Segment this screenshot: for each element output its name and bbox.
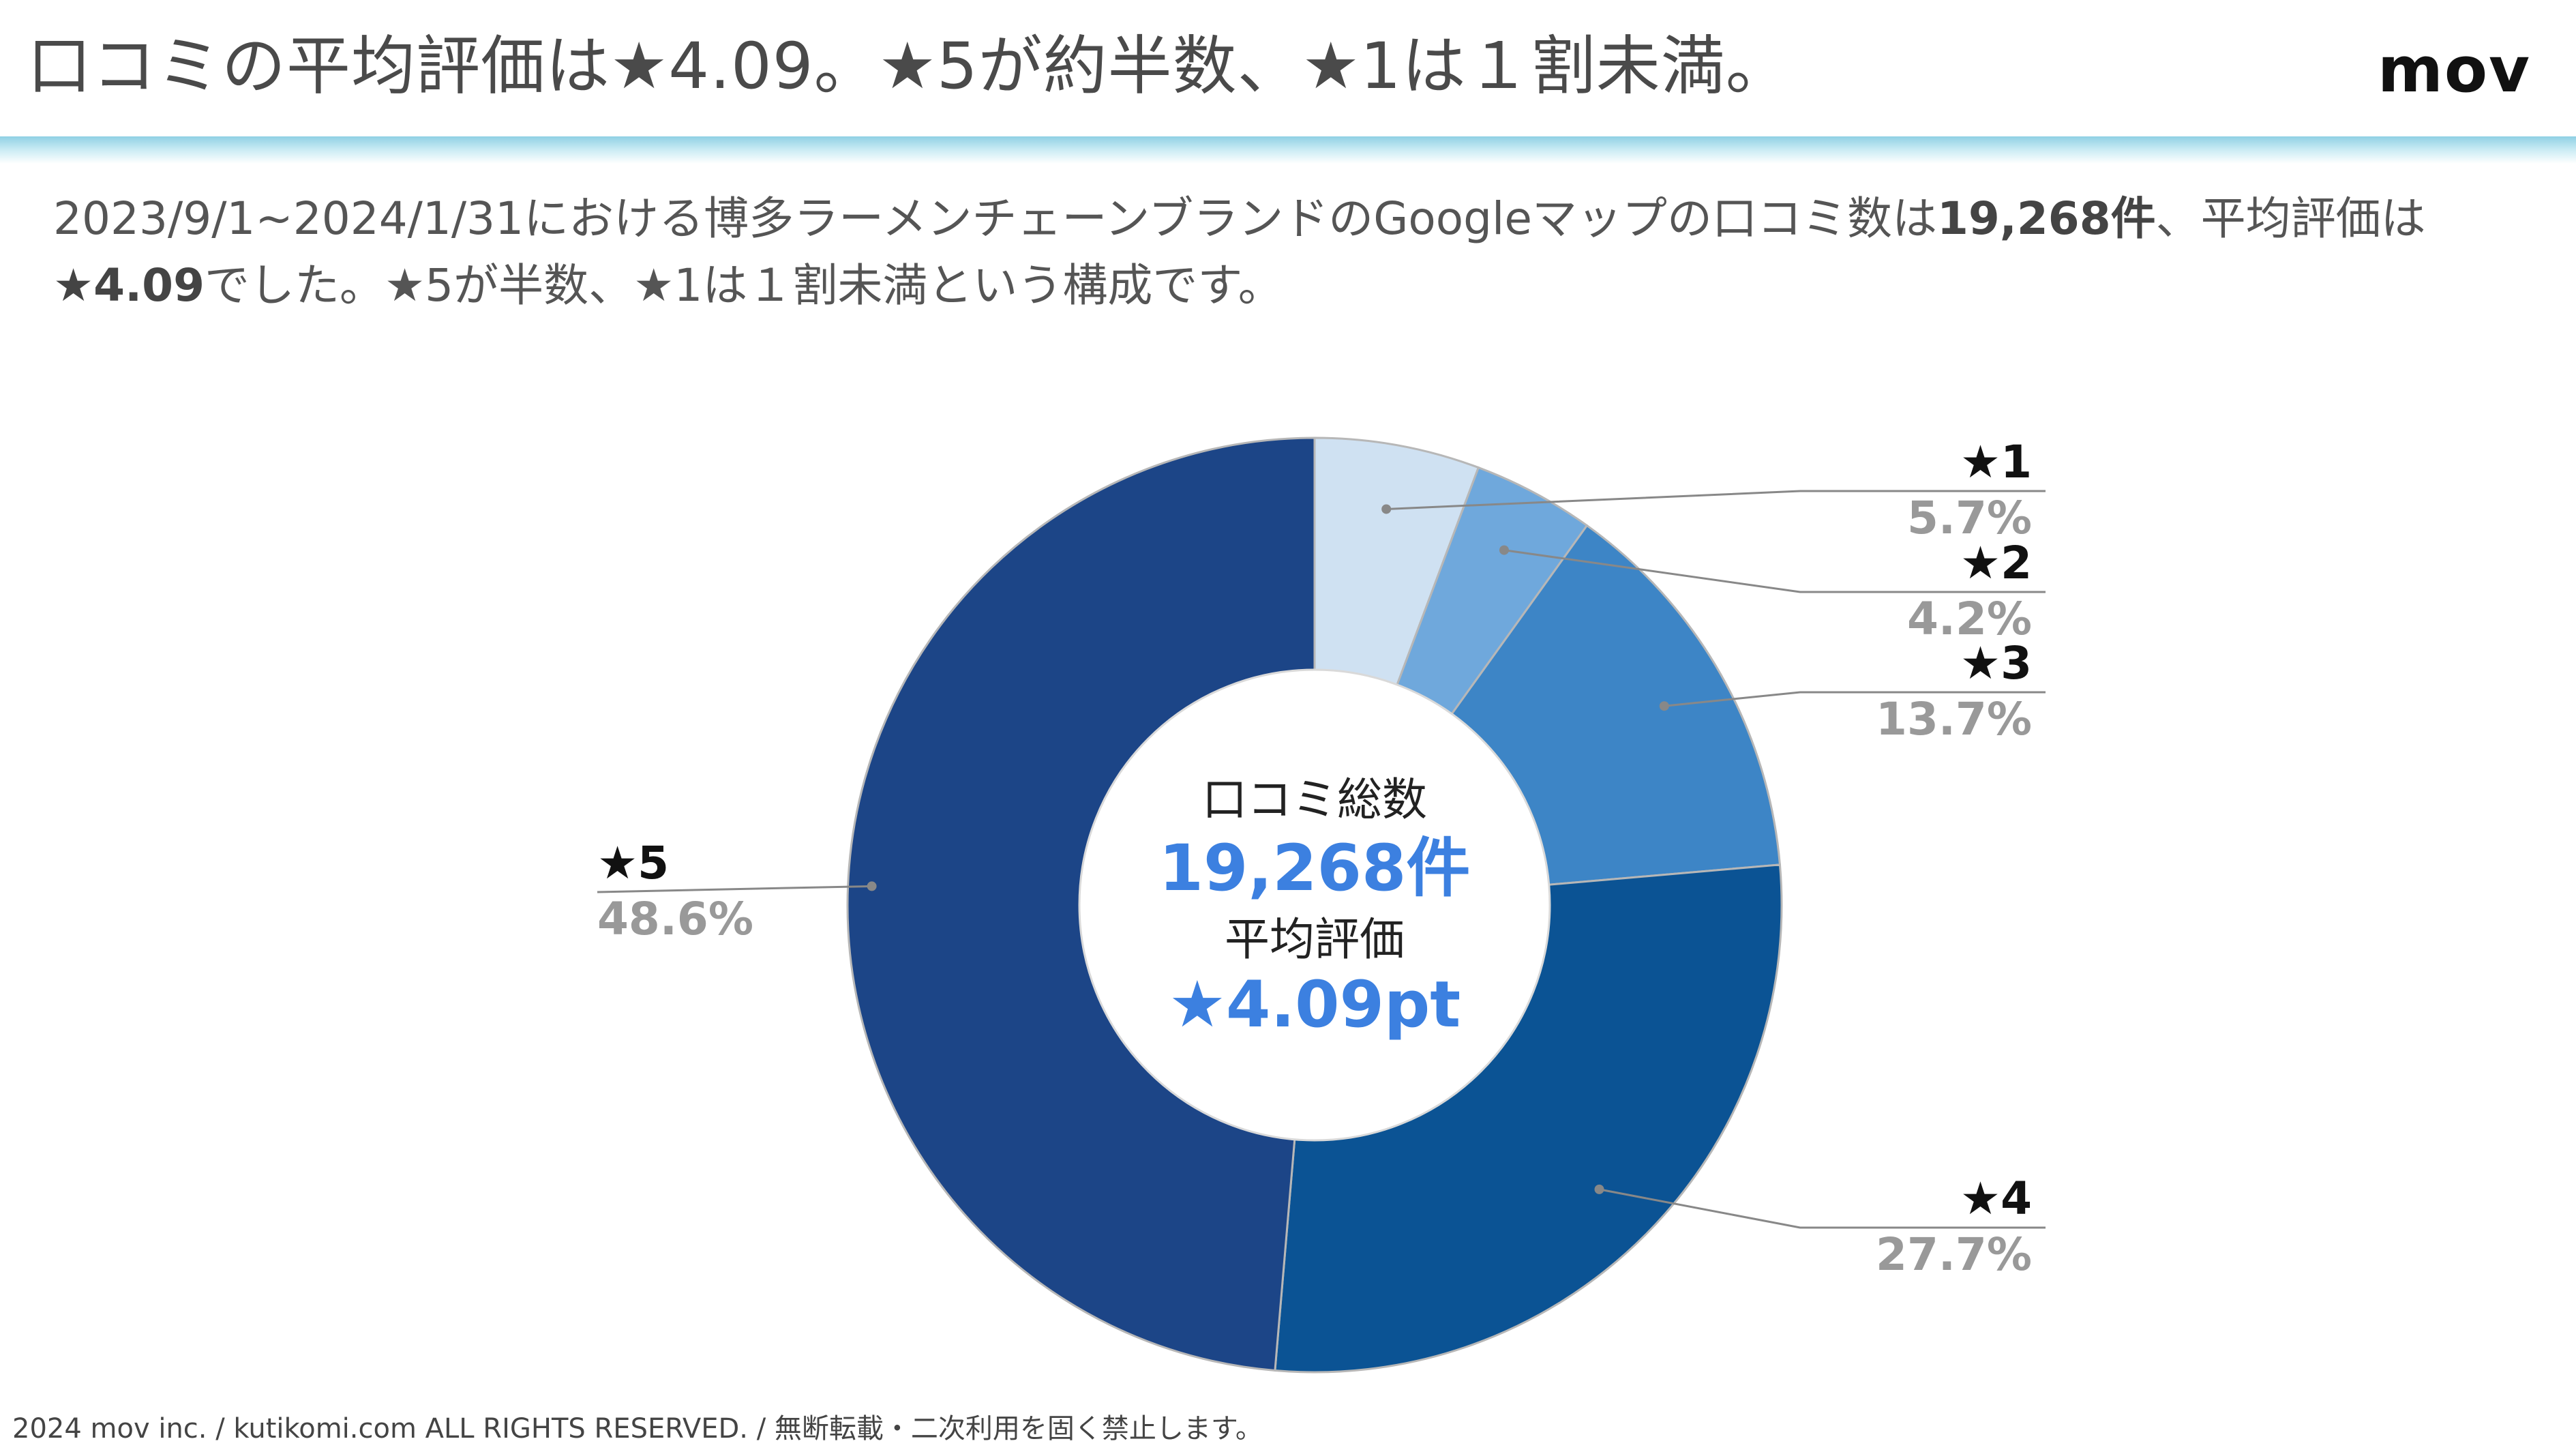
leader-line-2	[1503, 549, 2046, 593]
slice-label-2: ★2	[1960, 537, 2032, 589]
rating-highlight: ★4.09	[53, 259, 205, 312]
description-part2: 、平均評価は	[2155, 192, 2426, 245]
slice-value-4: 27.7%	[1876, 1228, 2032, 1281]
slice-value-2: 4.2%	[1907, 593, 2032, 645]
leader-line-5	[597, 885, 872, 893]
center-total-label: 口コミ総数	[1202, 773, 1427, 826]
description: 2023/9/1~2024/1/31における博多ラーメンチェーンブランドのGoo…	[53, 186, 2535, 319]
review-count-highlight: 19,268件	[1936, 192, 2156, 245]
description-part1: 2023/9/1~2024/1/31における博多ラーメンチェーンブランドのGoo…	[53, 192, 1937, 245]
slice-labels: ★15.7%★24.2%★313.7% ★427.7% ★548.6%	[597, 436, 2032, 1281]
page-title: 口コミの平均評価は★4.09。★5が約半数、★1は１割未満。	[27, 29, 1791, 104]
center-total-value: 19,268件	[1159, 831, 1471, 906]
slice-value-5: 48.6%	[597, 893, 753, 945]
center-rating-label: 平均評価	[1225, 913, 1405, 966]
slice-value-3: 13.7%	[1876, 693, 2032, 745]
leader-lines	[597, 490, 2046, 1229]
slice-label-4: ★4	[1960, 1172, 2032, 1225]
leader-line-1	[1386, 490, 2046, 510]
slice-label-1: ★1	[1960, 436, 2032, 488]
donut-hole	[1078, 668, 1551, 1142]
leader-line-4	[1599, 1188, 2046, 1229]
mov-logo[interactable]: mov	[2377, 33, 2531, 106]
header-band	[0, 136, 2576, 164]
leader-line-3	[1664, 691, 2046, 707]
copyright-footer: 2024 mov inc. / kutikomi.com ALL RIGHTS …	[12, 1413, 1263, 1444]
description-part3: でした。★5が半数、★1は１割未満という構成です。	[205, 259, 1283, 312]
header: 口コミの平均評価は★4.09。★5が約半数、★1は１割未満。 mov	[0, 0, 2576, 136]
center-rating-value: ★4.09pt	[1169, 968, 1461, 1042]
slice-label-5: ★5	[597, 837, 669, 889]
slice-label-3: ★3	[1960, 637, 2032, 690]
slice-value-1: 5.7%	[1907, 492, 2032, 544]
